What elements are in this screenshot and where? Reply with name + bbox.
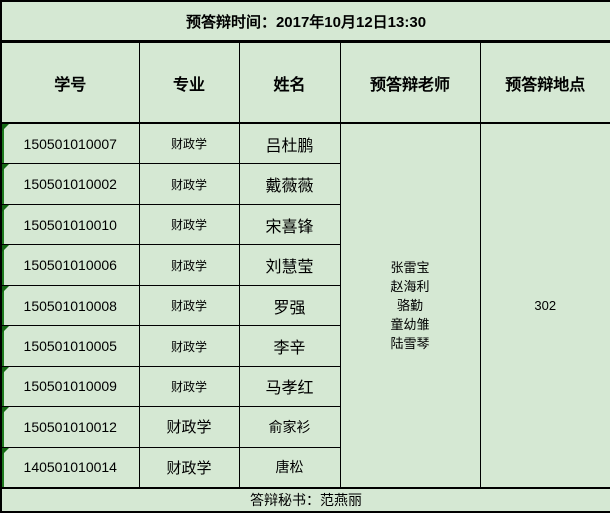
student-id: 150501010009 [23, 378, 117, 395]
footer-row: 答辩秘书：范燕丽 [0, 486, 610, 513]
student-id: 150501010006 [23, 257, 117, 274]
student-id-cell: 150501010006 [0, 244, 140, 286]
cell-error-indicator-icon [2, 286, 9, 293]
student-id-cell: 150501010009 [0, 365, 140, 408]
column-header-teachers: 预答辩老师 [339, 41, 481, 125]
table-row: 140501010014 财政学 唐松 [0, 446, 610, 489]
name-cell: 宋喜锋 [238, 203, 341, 246]
student-id-cell: 150501010012 [0, 406, 140, 448]
student-id-cell: 150501010008 [0, 284, 140, 327]
cell-error-indicator-icon [2, 367, 9, 374]
major-cell: 财政学 [138, 284, 240, 327]
student-id-cell: 150501010002 [0, 163, 140, 205]
name-cell: 刘慧莹 [238, 244, 341, 286]
major-cell: 财政学 [138, 163, 240, 205]
teacher-name: 童幼雏 [390, 317, 430, 333]
table-row: 150501010008 财政学 罗强 [0, 284, 610, 327]
major-cell: 财政学 [138, 406, 240, 448]
cell-error-indicator-icon [2, 407, 9, 415]
name-cell: 马孝红 [238, 365, 341, 408]
student-id-cell: 150501010007 [0, 122, 140, 165]
table-header-row: 学号 专业 姓名 预答辩老师 预答辩地点 [0, 41, 610, 125]
cell-error-indicator-icon [2, 326, 9, 334]
student-id: 150501010002 [23, 176, 117, 193]
student-id: 150501010012 [23, 418, 117, 435]
location-cell: 302 [479, 122, 610, 489]
student-id-cell: 150501010010 [0, 203, 140, 246]
name-cell: 罗强 [238, 284, 341, 327]
teachers-cell: 张雷宝 赵海利 骆勤 童幼雏 陆雪琴 [339, 122, 481, 489]
cell-error-indicator-icon [2, 448, 9, 455]
column-header-name: 姓名 [238, 41, 341, 125]
teacher-name: 张雷宝 [390, 260, 430, 276]
major-cell: 财政学 [138, 122, 240, 165]
name-cell: 唐松 [238, 446, 341, 489]
cell-error-indicator-icon [2, 205, 9, 212]
student-id: 150501010007 [23, 135, 117, 152]
name-cell: 戴薇薇 [238, 163, 341, 205]
column-header-location: 预答辩地点 [479, 41, 610, 125]
major-cell: 财政学 [138, 446, 240, 489]
table-row: 150501010007 财政学 吕杜鹏 张雷宝 赵海利 骆勤 童幼雏 陆雪琴 … [0, 122, 610, 489]
column-header-major: 专业 [138, 41, 240, 125]
major-cell: 财政学 [138, 203, 240, 246]
name-cell: 俞家衫 [238, 406, 341, 448]
table-row: 150501010002 财政学 戴薇薇 [0, 163, 610, 205]
table-row: 150501010006 财政学 刘慧莹 [0, 244, 610, 286]
major-cell: 财政学 [138, 244, 240, 286]
table-row: 150501010005 财政学 李辛 [0, 325, 610, 367]
teacher-name: 骆勤 [396, 298, 423, 314]
teacher-name: 陆雪琴 [390, 336, 430, 352]
name-cell: 李辛 [238, 325, 341, 367]
table-row: 150501010010 财政学 宋喜锋 [0, 203, 610, 246]
student-id: 150501010010 [23, 216, 117, 233]
student-id: 140501010014 [23, 459, 117, 476]
defense-secretary-label: 答辩秘书：范燕丽 [0, 486, 610, 513]
cell-error-indicator-icon [2, 124, 9, 132]
student-id-cell: 150501010005 [0, 325, 140, 367]
student-id: 150501010008 [23, 297, 117, 314]
major-cell: 财政学 [138, 365, 240, 408]
student-id: 150501010005 [23, 338, 117, 354]
table-row: 150501010009 财政学 马孝红 [0, 365, 610, 408]
teacher-name: 赵海利 [390, 279, 430, 295]
cell-error-indicator-icon [2, 245, 9, 253]
column-header-student-id: 学号 [0, 41, 140, 125]
major-cell: 财政学 [138, 325, 240, 367]
student-id-cell: 140501010014 [0, 446, 140, 489]
cell-error-indicator-icon [2, 164, 9, 172]
name-cell: 吕杜鹏 [238, 122, 341, 165]
page-title: 预答辩时间：2017年10月12日13:30 [0, 0, 610, 44]
title-row: 预答辩时间：2017年10月12日13:30 [0, 0, 610, 44]
